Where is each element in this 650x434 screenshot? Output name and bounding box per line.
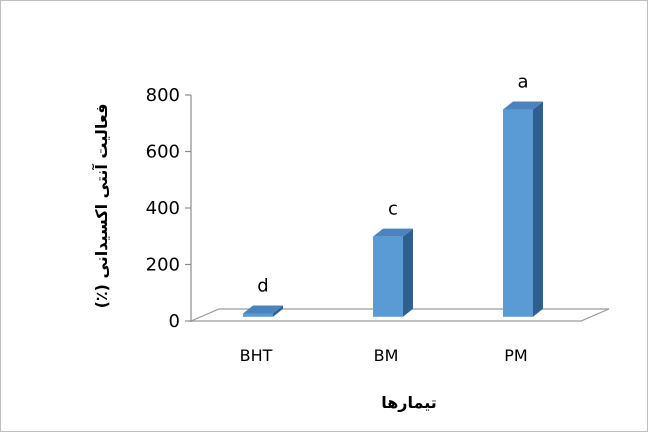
bar-top bbox=[503, 101, 543, 110]
bar-top bbox=[373, 228, 413, 237]
bar-front bbox=[373, 236, 403, 317]
bar-pm bbox=[503, 101, 543, 317]
significance-label: c bbox=[388, 199, 398, 220]
bar-bm bbox=[373, 228, 413, 317]
y-tick-label: 800 bbox=[146, 85, 180, 106]
significance-label: d bbox=[257, 276, 268, 297]
y-tick-label: 200 bbox=[146, 255, 180, 276]
labels: d BHT c BM a PM bbox=[240, 72, 529, 365]
bar-bht bbox=[243, 305, 283, 317]
bars bbox=[243, 101, 543, 317]
bar-top bbox=[243, 305, 283, 314]
y-tick-label: 0 bbox=[169, 311, 180, 332]
x-tick-label: BM bbox=[374, 346, 399, 365]
x-tick-label: PM bbox=[504, 346, 527, 365]
bar-side bbox=[533, 101, 543, 317]
x-axis-title: تیمارها bbox=[381, 393, 437, 412]
bar-front bbox=[503, 109, 533, 317]
y-axis: 0 200 400 600 800 bbox=[146, 85, 192, 332]
bar-side bbox=[403, 228, 413, 317]
bar-front bbox=[243, 313, 273, 317]
y-axis-title: فعالیت آنتی اکسیدانی (٪) bbox=[91, 104, 111, 309]
significance-label: a bbox=[517, 72, 528, 93]
x-tick-label: BHT bbox=[240, 346, 273, 365]
y-tick-label: 400 bbox=[146, 198, 180, 219]
bar-side bbox=[273, 305, 283, 317]
y-tick-label: 600 bbox=[146, 142, 180, 163]
